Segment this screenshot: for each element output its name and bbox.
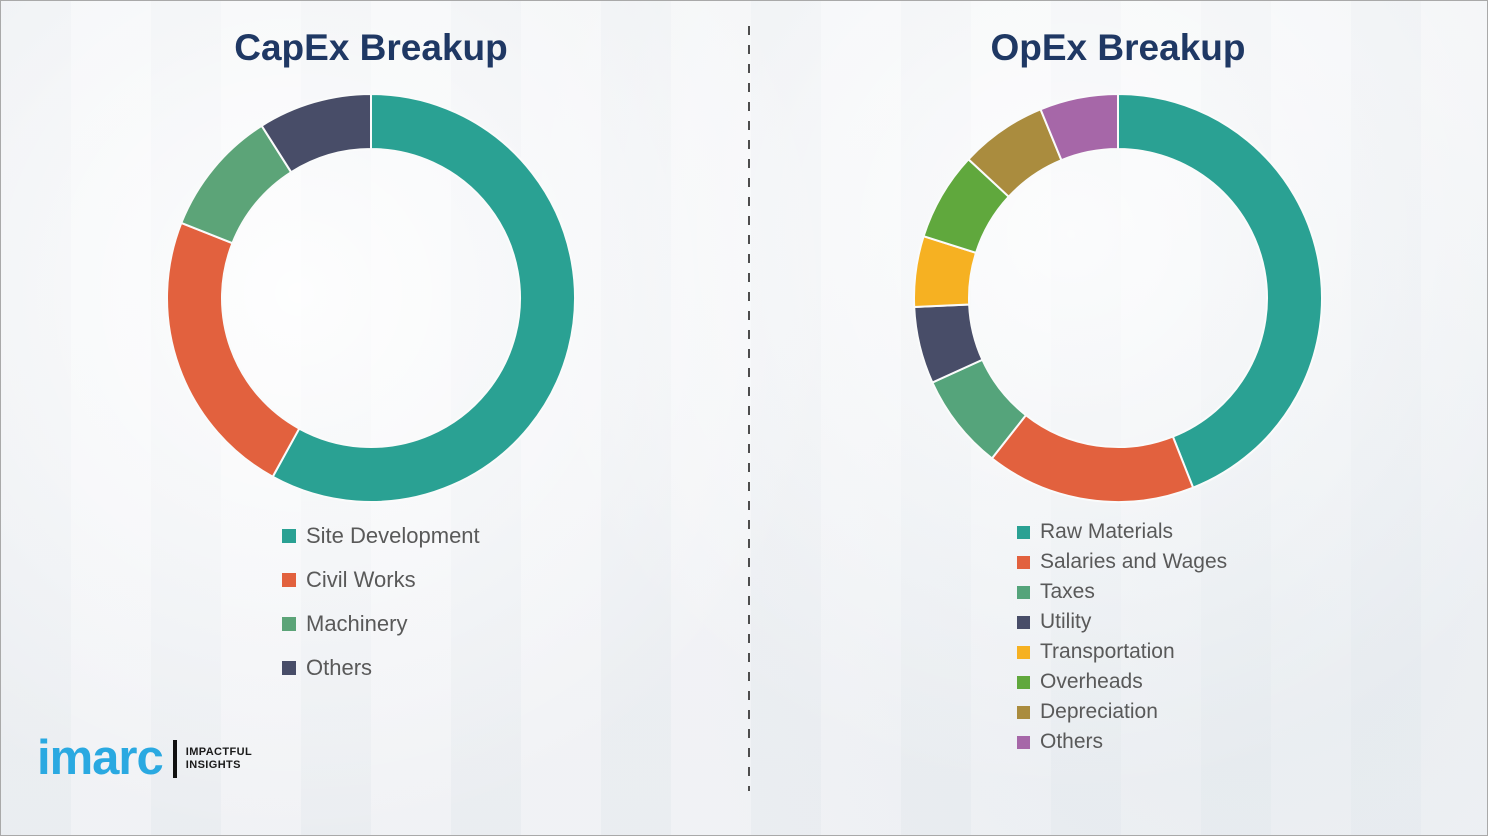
legend-marker-machinery [282, 617, 296, 631]
donut-segment-civil-works [166, 221, 301, 479]
legend-marker-overheads [1017, 675, 1030, 689]
legend-marker-others [1017, 735, 1030, 749]
legend-marker-others [282, 661, 296, 675]
legend-item-transportation: Transportation [1017, 637, 1227, 667]
capex-legend: Site Development Civil Works Machinery Othe… [282, 514, 480, 690]
legend-label-overheads: Overheads [1040, 670, 1143, 693]
legend-item-raw-materials: Raw Materials [1017, 517, 1227, 547]
legend-item-others: Others [1017, 727, 1227, 757]
legend-label-others: Others [1040, 730, 1104, 753]
legend-marker-salaries-and-wages [1017, 555, 1030, 569]
legend-label-site-development: Site Development [306, 523, 480, 548]
capex-breakup-svg [166, 92, 576, 503]
legend-label-transportation: Transportation [1040, 640, 1175, 663]
donut-segment-others [1039, 92, 1119, 162]
opex-donut-chart [912, 92, 1324, 504]
legend-marker-site-development [282, 529, 296, 543]
imarc-logo-tagline: IMPACTFUL INSIGHTS [186, 746, 252, 772]
legend-item-salaries-and-wages: Salaries and Wages [1017, 547, 1227, 577]
donut-segment-raw-materials [1117, 92, 1323, 489]
imarc-tagline-line1: IMPACTFUL [185, 745, 253, 758]
legend-item-utility: Utility [1017, 607, 1227, 637]
legend-marker-depreciation [1017, 705, 1030, 719]
imarc-tagline-line2: INSIGHTS [185, 758, 241, 771]
opex-chart-title: OpEx Breakup [990, 27, 1246, 68]
legend-label-others: Others [306, 655, 373, 680]
panel-divider [748, 26, 750, 791]
legend-item-overheads: Overheads [1017, 667, 1227, 697]
capex-chart-title: CapEx Breakup [234, 27, 508, 68]
legend-marker-taxes [1017, 585, 1030, 599]
legend-item-machinery: Machinery [282, 602, 480, 646]
legend-label-depreciation: Depreciation [1040, 700, 1158, 723]
legend-label-salaries-and-wages: Salaries and Wages [1040, 550, 1228, 573]
capex-donut-chart [165, 92, 577, 504]
legend-item-civil-works: Civil Works [282, 558, 480, 602]
legend-item-site-development: Site Development [282, 514, 480, 558]
opex-legend: Raw Materials Salaries and Wages Taxes Util… [1017, 517, 1227, 757]
imarc-logo: imarc IMPACTFUL INSIGHTS [37, 734, 252, 783]
legend-item-taxes: Taxes [1017, 577, 1227, 607]
donut-segment-salaries-and-wages [990, 413, 1195, 503]
legend-item-depreciation: Depreciation [1017, 697, 1227, 727]
legend-label-raw-materials: Raw Materials [1040, 520, 1174, 543]
opex-breakup-svg [913, 92, 1323, 503]
legend-label-civil-works: Civil Works [306, 567, 416, 592]
legend-label-utility: Utility [1040, 610, 1092, 633]
donut-segment-site-development [271, 92, 576, 503]
legend-marker-civil-works [282, 573, 296, 587]
legend-marker-utility [1017, 615, 1030, 629]
legend-marker-raw-materials [1017, 525, 1030, 539]
imarc-logo-divider-bar [172, 739, 177, 778]
legend-label-taxes: Taxes [1040, 580, 1095, 603]
legend-item-others: Others [282, 646, 480, 690]
legend-label-machinery: Machinery [306, 611, 408, 636]
donut-segment-others [260, 92, 372, 174]
legend-marker-transportation [1017, 645, 1030, 659]
imarc-logo-text: imarc [37, 731, 164, 785]
